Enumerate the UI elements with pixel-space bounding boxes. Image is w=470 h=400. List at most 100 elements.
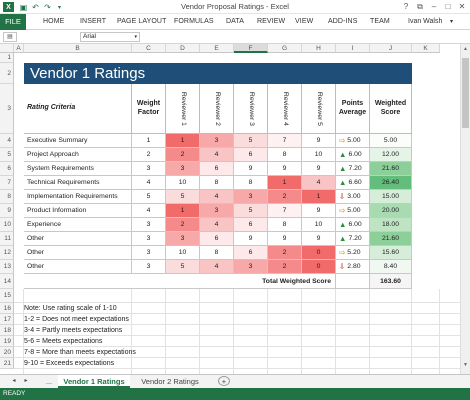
column-header-c[interactable]: C [132, 44, 166, 53]
tab-home[interactable]: HOME [43, 18, 65, 25]
redo-icon[interactable]: ↷ [44, 2, 51, 12]
reviewer-score-cell[interactable]: 1 [302, 190, 336, 204]
row-header[interactable]: 7 [0, 176, 14, 190]
reviewer-score-cell[interactable]: 3 [200, 204, 234, 218]
weighted-score-cell[interactable]: 18.00 [370, 218, 412, 232]
user-account[interactable]: Ivan Walsh [408, 18, 443, 25]
row-header[interactable]: 2 [0, 63, 14, 84]
weighted-score-cell[interactable]: 5.00 [370, 134, 412, 148]
criteria-cell[interactable]: Other [24, 260, 132, 274]
weighted-score-cell[interactable]: 12.00 [370, 148, 412, 162]
points-average-cell[interactable]: ⇩ 2.80 [336, 260, 370, 274]
weight-cell[interactable]: 3 [132, 260, 166, 274]
reviewer-score-cell[interactable]: 9 [302, 134, 336, 148]
column-header-b[interactable]: B [24, 44, 132, 53]
minimize-button[interactable]: – [431, 2, 437, 11]
row-header[interactable]: 18 [0, 325, 14, 336]
points-average-cell[interactable]: ▲ 7.20 [336, 162, 370, 176]
total-weighted-score-value[interactable]: 163.60 [370, 274, 412, 289]
reviewer-score-cell[interactable]: 5 [166, 190, 200, 204]
weight-cell[interactable]: 3 [132, 218, 166, 232]
reviewer-score-cell[interactable]: 9 [302, 204, 336, 218]
weight-cell[interactable]: 1 [132, 134, 166, 148]
column-header-k[interactable]: K [412, 44, 440, 53]
row-header[interactable]: 20 [0, 347, 14, 358]
weight-cell[interactable]: 3 [132, 162, 166, 176]
criteria-cell[interactable]: Product Information [24, 204, 132, 218]
reviewer-score-cell[interactable]: 6 [200, 162, 234, 176]
weight-cell[interactable]: 2 [132, 148, 166, 162]
points-average-cell[interactable]: ⇩ 3.00 [336, 190, 370, 204]
reviewer-score-cell[interactable]: 2 [166, 218, 200, 232]
total-empty-cell[interactable] [336, 274, 370, 289]
points-average-cell[interactable]: ▲ 6.00 [336, 218, 370, 232]
column-header-h[interactable]: H [302, 44, 336, 53]
paste-icon[interactable]: ▤ [3, 32, 17, 42]
reviewer-score-cell[interactable]: 4 [200, 218, 234, 232]
sheet-tab-vendor-1[interactable]: Vendor 1 Ratings [58, 375, 130, 388]
scroll-up-icon[interactable]: ▲ [463, 46, 468, 52]
weight-cell[interactable]: 4 [132, 204, 166, 218]
reviewer-score-cell[interactable]: 5 [234, 134, 268, 148]
reviewer-score-cell[interactable]: 9 [268, 232, 302, 246]
column-header-e[interactable]: E [200, 44, 234, 53]
tab-insert[interactable]: INSERT [80, 18, 107, 25]
weight-cell[interactable]: 5 [132, 190, 166, 204]
reviewer-score-cell[interactable]: 9 [268, 162, 302, 176]
column-header-a[interactable]: A [14, 44, 24, 53]
user-menu-chevron-icon[interactable]: ▾ [450, 19, 454, 25]
row-header[interactable]: 8 [0, 190, 14, 204]
reviewer-score-cell[interactable]: 6 [234, 148, 268, 162]
row-header[interactable]: 1 [0, 53, 14, 63]
weighted-score-cell[interactable]: 21.60 [370, 162, 412, 176]
reviewer-score-cell[interactable]: 4 [200, 260, 234, 274]
reviewer-score-cell[interactable]: 1 [268, 176, 302, 190]
weight-cell[interactable]: 3 [132, 246, 166, 260]
save-icon[interactable]: ▣ [19, 2, 28, 12]
weight-cell[interactable]: 4 [132, 176, 166, 190]
reviewer-score-cell[interactable]: 9 [234, 232, 268, 246]
criteria-cell[interactable]: Other [24, 232, 132, 246]
restore-button[interactable]: □ [445, 2, 451, 11]
reviewer-score-cell[interactable]: 1 [166, 134, 200, 148]
undo-icon[interactable]: ↶ [32, 2, 39, 12]
more-sheets-button[interactable]: ... [45, 377, 53, 386]
row-header[interactable]: 13 [0, 260, 14, 274]
criteria-cell[interactable]: Other [24, 246, 132, 260]
criteria-cell[interactable]: Technical Requirements [24, 176, 132, 190]
weighted-score-cell[interactable]: 8.40 [370, 260, 412, 274]
points-average-cell[interactable]: ▲ 6.60 [336, 176, 370, 190]
reviewer-score-cell[interactable]: 8 [268, 218, 302, 232]
reviewer-score-cell[interactable]: 4 [200, 190, 234, 204]
points-average-cell[interactable]: ⇨ 5.00 [336, 204, 370, 218]
reviewer-score-cell[interactable]: 2 [268, 260, 302, 274]
font-name-select[interactable]: Arial ▾ [80, 32, 140, 42]
weighted-score-cell[interactable]: 26.40 [370, 176, 412, 190]
row-header[interactable]: 4 [0, 134, 14, 148]
tab-formulas[interactable]: FORMULAS [174, 18, 214, 25]
column-header-j[interactable]: J [370, 44, 412, 53]
reviewer-score-cell[interactable]: 8 [200, 246, 234, 260]
add-sheet-button[interactable]: + [218, 376, 230, 386]
criteria-cell[interactable]: System Requirements [24, 162, 132, 176]
reviewer-score-cell[interactable]: 7 [268, 134, 302, 148]
reviewer-score-cell[interactable]: 4 [200, 148, 234, 162]
help-button[interactable]: ? [403, 2, 409, 11]
row-header[interactable]: 17 [0, 314, 14, 325]
reviewer-score-cell[interactable]: 3 [234, 260, 268, 274]
column-header-f[interactable]: F [234, 44, 268, 53]
points-average-cell[interactable]: ▲ 6.00 [336, 148, 370, 162]
reviewer-score-cell[interactable]: 2 [268, 246, 302, 260]
reviewer-score-cell[interactable]: 6 [234, 218, 268, 232]
criteria-cell[interactable]: Implementation Requirements [24, 190, 132, 204]
reviewer-score-cell[interactable]: 1 [166, 204, 200, 218]
row-header[interactable]: 6 [0, 162, 14, 176]
reviewer-score-cell[interactable]: 9 [234, 162, 268, 176]
reviewer-score-cell[interactable]: 8 [200, 176, 234, 190]
scrollbar-thumb[interactable] [462, 58, 469, 128]
reviewer-score-cell[interactable]: 10 [166, 246, 200, 260]
file-tab[interactable]: FILE [0, 14, 26, 30]
ribbon-display-icon[interactable]: ⧉ [417, 2, 423, 11]
customize-toolbar-icon[interactable]: ▾ [57, 4, 61, 11]
criteria-cell[interactable]: Experience [24, 218, 132, 232]
